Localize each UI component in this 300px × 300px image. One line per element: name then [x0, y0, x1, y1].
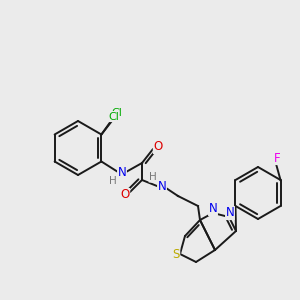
Text: H: H	[149, 172, 157, 182]
Text: N: N	[158, 179, 166, 193]
Text: F: F	[274, 152, 281, 164]
Text: H: H	[109, 176, 117, 186]
Text: S: S	[172, 248, 180, 262]
Text: N: N	[118, 166, 126, 178]
Text: Cl: Cl	[111, 107, 122, 118]
Text: O: O	[120, 188, 130, 202]
Text: N: N	[208, 202, 217, 215]
Text: N: N	[226, 206, 234, 220]
Text: O: O	[153, 140, 163, 154]
Text: Cl: Cl	[108, 112, 119, 122]
